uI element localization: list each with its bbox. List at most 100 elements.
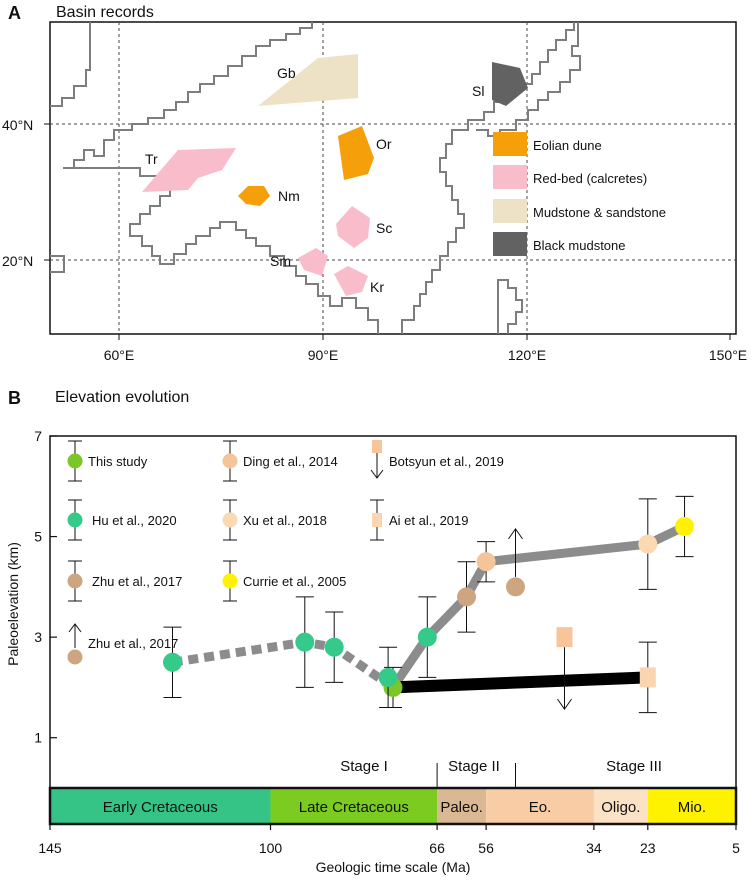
- site-label-nm: Nm: [278, 188, 300, 204]
- point-group-botsyun-et-al-2019-0: [556, 627, 573, 711]
- legend-marker-this-study: [67, 453, 83, 469]
- basin-kr: [334, 266, 368, 296]
- epoch-label-early-cretaceous: Early Cretaceous: [103, 799, 218, 816]
- basin-gb: [258, 54, 358, 106]
- point-zhu-et-al-2017-1: [506, 577, 525, 597]
- panel-a-letter: A: [8, 3, 21, 23]
- arrow-head-botsyun-et-al-2019-0: [557, 698, 572, 711]
- basin-nm: [238, 186, 270, 206]
- site-label-kr: Kr: [370, 279, 384, 295]
- plot-legend: This study Ding et al., 2014 Botsyun et …: [67, 440, 504, 665]
- legend-swatch-eolian: [493, 132, 527, 156]
- legend-marker-currie: [222, 573, 238, 589]
- site-label-gb: Gb: [277, 65, 296, 81]
- lon-label-60: 60°E: [104, 347, 135, 363]
- lon-label-120: 120°E: [508, 347, 546, 363]
- point-group-hu-et-al-2020-3: [378, 646, 398, 709]
- site-label-sm: Sm: [270, 253, 291, 269]
- point-hu-et-al-2020-1: [295, 632, 315, 652]
- legend-swatch-redbed: [493, 165, 527, 189]
- legend-entry-xu: Xu et al., 2018: [222, 499, 327, 541]
- epoch-eo: [486, 788, 594, 824]
- basin-or: [338, 126, 374, 180]
- y-tick-label-3: 3: [34, 629, 42, 645]
- x-tick-label-5: 5: [732, 840, 740, 856]
- point-group-hu-et-al-2020-2: [324, 611, 344, 683]
- legend-label-botsyun: Botsyun et al., 2019: [389, 454, 504, 469]
- legend-label-hu: Hu et al., 2020: [92, 513, 177, 528]
- point-currie-et-al-2005-0: [675, 517, 695, 537]
- point-group-zhu-et-al-2017-1: [506, 527, 525, 597]
- legend-label-eolian: Eolian dune: [533, 138, 602, 153]
- x-tick-label-100: 100: [259, 840, 283, 856]
- legend-label-black: Black mudstone: [533, 238, 626, 253]
- site-label-tr: Tr: [145, 151, 158, 167]
- stage-label-3: Stage III: [606, 758, 662, 775]
- basin-tr: [142, 148, 236, 192]
- legend-entry-botsyun: Botsyun et al., 2019: [370, 440, 504, 479]
- legend-entry-zhu-arrow: Zhu et al., 2017: [67, 623, 178, 665]
- epoch-label-mio: Mio.: [678, 799, 706, 816]
- y-axis: 1 3 5 7: [34, 428, 57, 746]
- legend-label-zhu-arrow: Zhu et al., 2017: [88, 636, 178, 651]
- map-legend: Eolian dune Red-bed (calcretes) Mudstone…: [493, 132, 666, 256]
- site-label-sc: Sc: [376, 220, 392, 236]
- point-hu-et-al-2020-0: [163, 652, 182, 672]
- legend-marker-zhu: [67, 573, 83, 589]
- legend-swatch-mudstone: [493, 199, 527, 223]
- stage-boundaries: [436, 763, 516, 788]
- x-tick-label-56: 56: [478, 840, 494, 856]
- site-label-or: Or: [376, 136, 392, 152]
- site-label-sl: Sl: [472, 83, 484, 99]
- lat-label-20: 20°N: [2, 253, 33, 269]
- epoch-label-oligo: Oligo.: [601, 799, 640, 816]
- panel-b: B Elevation evolution Paleoelevation (km…: [5, 388, 740, 875]
- y-tick-label-1: 1: [34, 730, 42, 746]
- point-group-hu-et-al-2020-0: [163, 626, 182, 698]
- y-tick-label-5: 5: [34, 529, 42, 545]
- point-group-ding-et-al-2014-0: [476, 541, 496, 583]
- time-scale-frame: [48, 786, 738, 826]
- legend-label-xu: Xu et al., 2018: [243, 513, 327, 528]
- legend-label-ding: Ding et al., 2014: [243, 454, 338, 469]
- basin-sc: [336, 206, 370, 248]
- legend-marker-hu: [67, 512, 83, 528]
- point-group-hu-et-al-2020-1: [295, 596, 315, 688]
- epoch-label-late-cretaceous: Late Cretaceous: [299, 799, 409, 816]
- epoch-early-cretaceous: [50, 788, 271, 824]
- data-points: [163, 495, 695, 714]
- trend-line-solid-black: [392, 671, 649, 694]
- legend-entry-ding: Ding et al., 2014: [222, 440, 338, 482]
- legend-marker-botsyun: [372, 440, 382, 453]
- epoch-oligo: [593, 788, 648, 824]
- epoch-label-paleo: Paleo.: [440, 799, 483, 816]
- point-xu-et-al-2018-0: [638, 534, 658, 554]
- point-group-currie-et-al-2005-0: [675, 495, 695, 558]
- basin-polygons: [142, 54, 528, 296]
- x-tick-label-23: 23: [640, 840, 656, 856]
- x-tick-label-34: 34: [586, 840, 602, 856]
- basin-sl: [492, 62, 528, 106]
- plot-frame: [49, 435, 737, 789]
- map-tick-labels: 40°N 20°N 60°E 90°E 120°E 150°E: [2, 117, 747, 363]
- legend-label-zhu: Zhu et al., 2017: [92, 574, 182, 589]
- panel-a-title: Basin records: [56, 4, 154, 21]
- epoch-mio: [647, 788, 736, 824]
- x-tick-label-66: 66: [429, 840, 445, 856]
- epoch-late-cretaceous: [270, 788, 438, 824]
- time-scale-bar: Early Cretaceous Late Cretaceous Paleo. Eo.…: [48, 786, 738, 826]
- legend-entry-currie: Currie et al., 2005: [222, 560, 346, 602]
- legend-entry-zhu: Zhu et al., 2017: [67, 560, 182, 602]
- lon-label-150: 150°E: [709, 347, 747, 363]
- stage-label-1: Stage I: [340, 758, 388, 775]
- legend-marker-ai: [372, 513, 382, 527]
- legend-marker-zhu-arrow: [67, 649, 83, 665]
- y-axis-label: Paleoelevation (km): [5, 542, 21, 666]
- trend-line-dashed-gray: [171, 637, 396, 692]
- point-botsyun-et-al-2019-0: [556, 627, 573, 648]
- lon-label-90: 90°E: [308, 347, 339, 363]
- panel-a: A Basin records: [2, 3, 747, 363]
- point-group-zhu-et-al-2017-0: [457, 561, 476, 633]
- y-tick-label-7: 7: [34, 428, 42, 444]
